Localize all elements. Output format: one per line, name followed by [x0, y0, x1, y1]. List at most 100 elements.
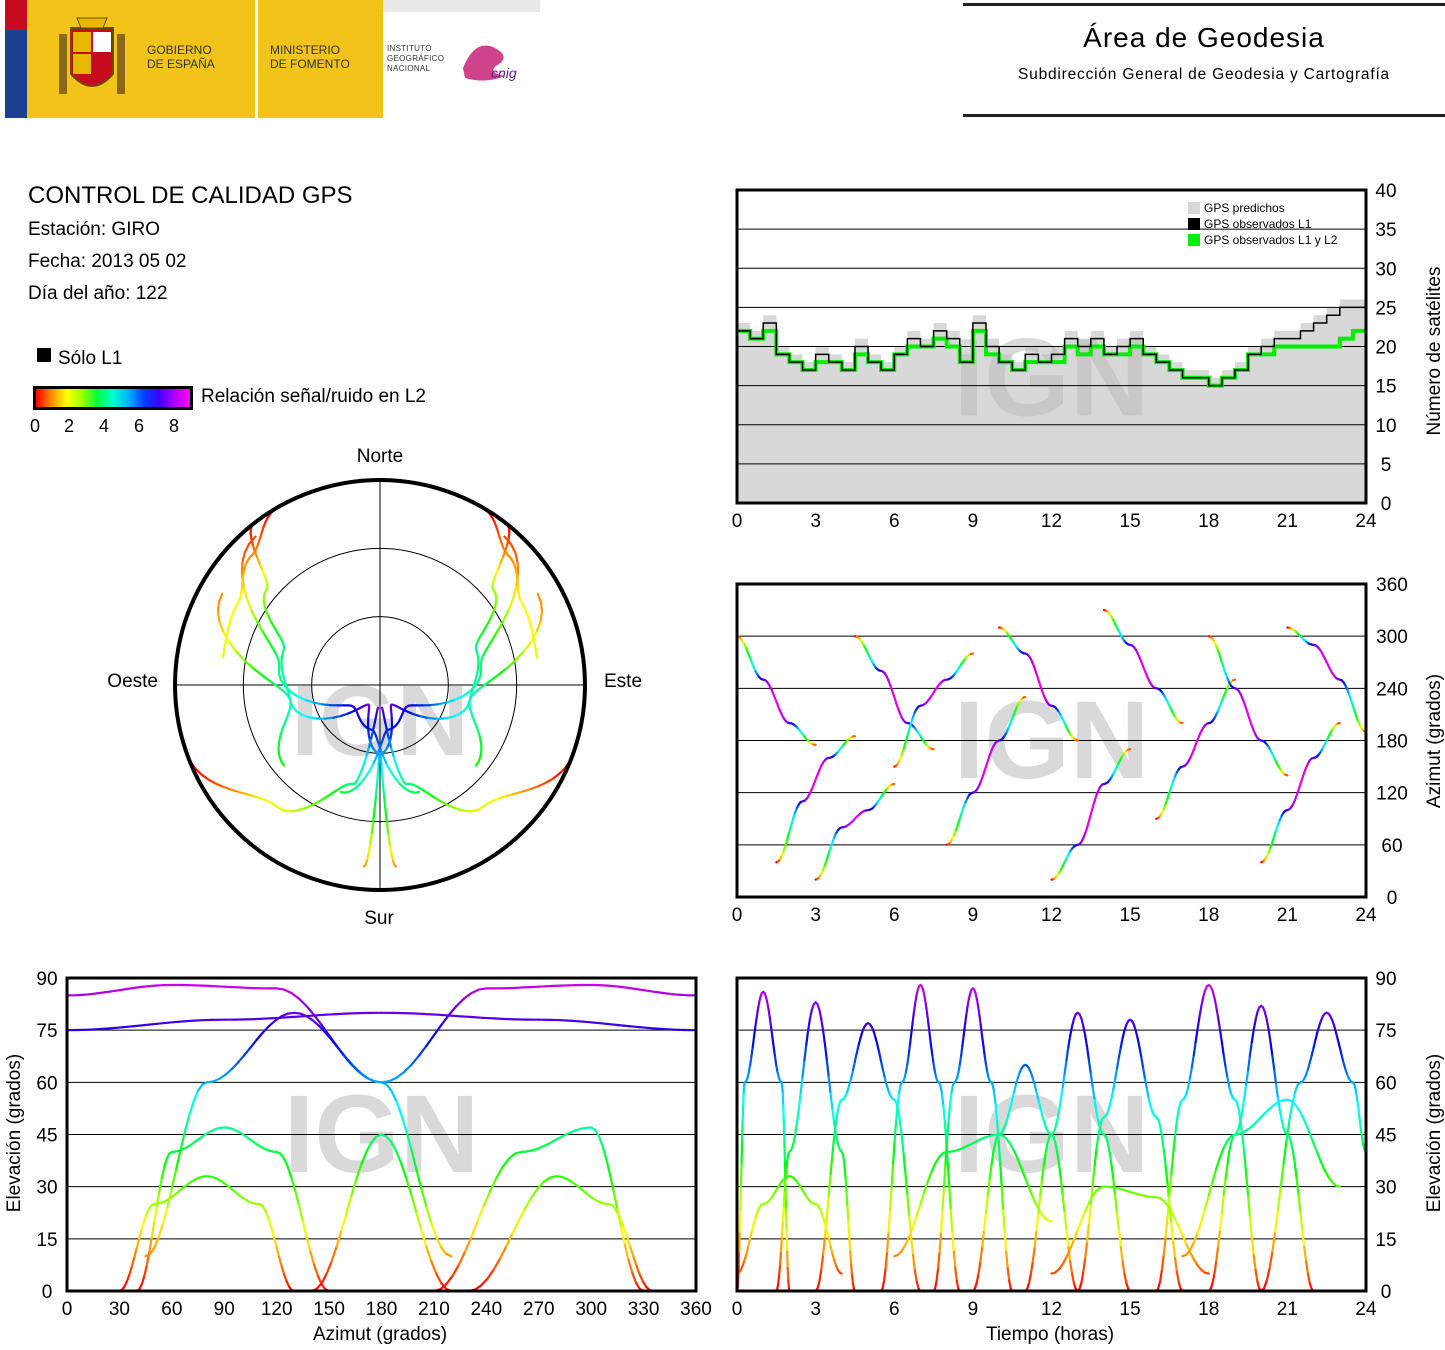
elev-az-track — [585, 1192, 592, 1198]
sky-track — [381, 773, 385, 787]
elev-time-track — [1177, 1281, 1182, 1290]
azimuth-track — [1301, 771, 1306, 780]
elev-time-track — [1104, 1111, 1109, 1118]
elev-time-track — [829, 1245, 834, 1256]
elev-az-track — [432, 1023, 443, 1037]
azimuth-track — [1333, 723, 1338, 729]
elev-time-track — [1282, 1126, 1287, 1135]
azimuth-track — [883, 787, 888, 793]
sky-track — [394, 777, 402, 786]
elev-az-track — [464, 1235, 473, 1253]
azimuth-track — [763, 679, 769, 683]
elev-az-track — [110, 1026, 125, 1030]
elev-time-track — [1052, 1127, 1057, 1135]
elev-time-track — [1035, 1203, 1042, 1214]
azimuth-track — [1261, 858, 1267, 863]
elev-time-track — [769, 1195, 774, 1200]
sky-track — [217, 592, 224, 604]
elev-time-track — [997, 1133, 1004, 1137]
azimuth-track — [1009, 717, 1014, 725]
elev-time-track — [806, 1197, 812, 1203]
elev-time-track — [786, 1152, 790, 1160]
y-tick-label: 0 — [1381, 1282, 1392, 1303]
elev-az-track — [571, 1019, 585, 1023]
elev-time-track — [1209, 1282, 1214, 1291]
elev-time-track — [783, 1176, 787, 1193]
azimuth-track — [805, 737, 810, 742]
elev-time-track — [878, 1051, 883, 1063]
azimuth-track — [973, 788, 978, 794]
azimuth-track — [945, 843, 950, 846]
azimuth-track — [1160, 807, 1165, 815]
x-tick-label: 360 — [680, 1299, 712, 1320]
azimuth-track — [1353, 710, 1358, 719]
azimuth-track — [1061, 718, 1066, 725]
azimuth-track — [917, 704, 922, 708]
elev-time-track — [797, 1182, 802, 1189]
plot-frame — [735, 582, 1368, 899]
elev-time-track — [908, 1032, 913, 1046]
elev-time-track — [1106, 1141, 1111, 1153]
elev-time-track — [1241, 1096, 1246, 1112]
azimuth-track — [821, 863, 827, 871]
elev-az-track — [616, 1208, 623, 1229]
elev-time-track — [1020, 1064, 1025, 1070]
elev-time-track — [1269, 1041, 1274, 1057]
elev-az-track — [220, 1180, 227, 1186]
elev-time-track — [1348, 1077, 1353, 1083]
azimuth-track — [977, 781, 982, 789]
azimuth-track — [1304, 762, 1310, 769]
elev-az-track — [361, 1073, 371, 1081]
sky-track — [501, 550, 507, 560]
azimuth-track — [1168, 785, 1173, 794]
elev-time-track — [803, 1192, 808, 1198]
elev-time-track — [752, 1025, 757, 1039]
elev-time-track — [1200, 1268, 1207, 1274]
elev-time-track — [896, 1249, 903, 1257]
elev-az-ylabel: Elevación (grados) — [4, 1053, 25, 1213]
elev-time-track — [810, 1003, 815, 1011]
elev-time-track — [1354, 1088, 1358, 1097]
elev-az-track — [570, 1180, 577, 1186]
elev-time-track — [885, 1230, 890, 1253]
elev-az-track — [201, 1081, 208, 1086]
azimuth-track — [1297, 633, 1302, 638]
elev-az-track — [190, 1178, 197, 1183]
sky-track — [453, 695, 464, 702]
azimuth-track — [1265, 743, 1270, 749]
elev-time-track — [1213, 1260, 1218, 1276]
azimuth-track — [1359, 724, 1364, 731]
elev-time-track — [992, 1141, 997, 1153]
elev-az-track — [234, 1129, 241, 1134]
x-tick-label: 12 — [1041, 1299, 1062, 1320]
azimuth-track — [1276, 818, 1282, 826]
azimuth-track — [1070, 735, 1076, 740]
elev-az-track — [507, 1152, 517, 1160]
elev-time-track — [962, 1023, 967, 1037]
sky-track — [283, 685, 292, 693]
elev-az-track — [642, 989, 653, 993]
elev-az-track — [343, 1054, 353, 1066]
azimuth-track — [1173, 715, 1179, 721]
azimuth-track — [1218, 655, 1224, 664]
azimuth-track — [848, 821, 853, 826]
elev-time-track — [969, 988, 973, 995]
elev-time-track — [939, 1208, 944, 1234]
elev-time-track — [1207, 983, 1212, 988]
azimuth-track — [1198, 730, 1203, 737]
azimuth-track — [1175, 718, 1180, 723]
cnig-logo-text: cnig — [491, 65, 517, 81]
sky-south-label: Sur — [364, 908, 394, 929]
elev-time-track — [997, 1140, 1002, 1165]
elev-time-track — [1069, 1260, 1074, 1276]
elev-az-track — [286, 1165, 293, 1180]
elev-az-track — [632, 1256, 638, 1268]
elev-time-track — [1216, 1229, 1222, 1248]
sky-track — [539, 610, 544, 624]
elev-az-track — [268, 1016, 282, 1020]
sky-track — [259, 797, 269, 802]
elev-az-track — [345, 1194, 353, 1214]
elev-az-track — [480, 1277, 489, 1287]
elev-time-track — [754, 1210, 759, 1219]
elev-time-track — [1363, 1149, 1368, 1154]
